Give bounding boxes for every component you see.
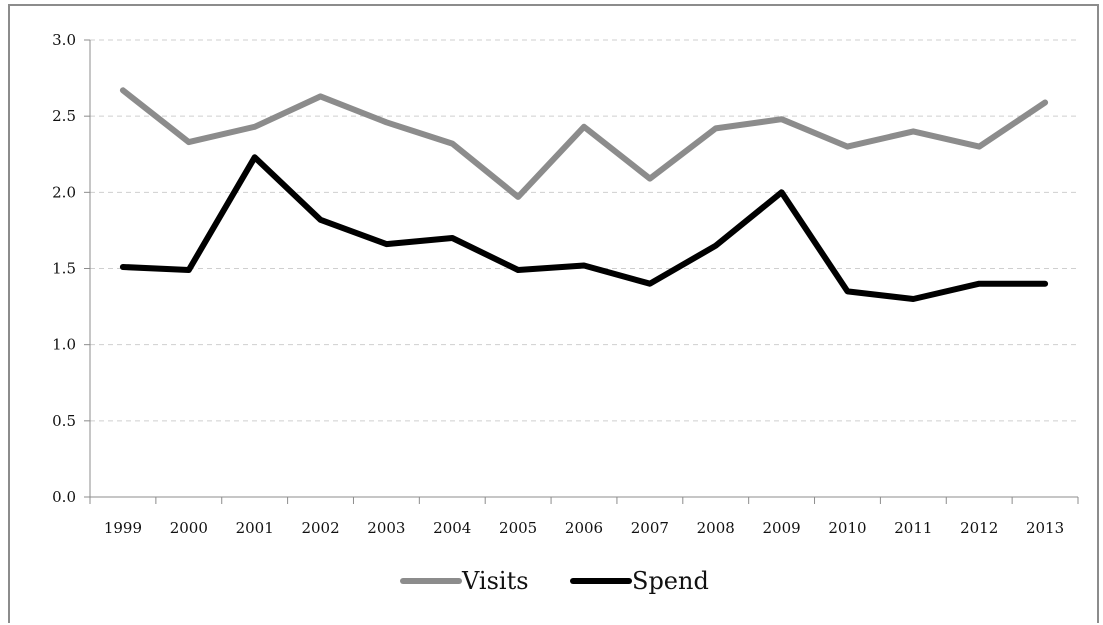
x-tick-label: 2005 bbox=[499, 519, 537, 537]
data-point-visits bbox=[252, 124, 258, 130]
data-point-visits bbox=[449, 141, 455, 147]
data-point-visits bbox=[383, 119, 389, 125]
data-point-visits bbox=[1042, 99, 1048, 105]
data-point-visits bbox=[779, 116, 785, 122]
x-tick-label: 2011 bbox=[894, 519, 932, 537]
chart-frame: 0.0 0.5 1.0 1.5 2.0 2.5 3.0 1999 2000 2001 2002 200… bbox=[8, 4, 1099, 623]
x-tick-label: 2003 bbox=[367, 519, 405, 537]
x-tick-label: 2002 bbox=[301, 519, 339, 537]
x-tick-label: 2001 bbox=[236, 519, 274, 537]
series-line-visits bbox=[119, 87, 1049, 200]
x-tick-label: 2010 bbox=[828, 519, 866, 537]
x-tick-label: 2007 bbox=[631, 519, 669, 537]
series-line-spend bbox=[119, 154, 1049, 302]
data-point-visits bbox=[713, 125, 719, 131]
data-point-visits bbox=[515, 194, 521, 200]
data-point-spend bbox=[581, 262, 587, 268]
data-point-spend bbox=[844, 288, 850, 294]
x-tick-label: 2006 bbox=[565, 519, 603, 537]
data-point-spend bbox=[318, 217, 324, 223]
x-tick-label: 2009 bbox=[763, 519, 801, 537]
data-point-spend bbox=[252, 154, 258, 160]
data-point-visits bbox=[844, 144, 850, 150]
y-tick-label: 1.0 bbox=[52, 336, 76, 354]
data-point-visits bbox=[976, 144, 982, 150]
data-point-spend bbox=[779, 189, 785, 195]
data-point-visits bbox=[647, 176, 653, 182]
x-tick-label: 2012 bbox=[960, 519, 998, 537]
data-point-spend bbox=[976, 281, 982, 287]
data-point-spend bbox=[186, 267, 192, 273]
data-point-spend bbox=[713, 243, 719, 249]
data-point-visits bbox=[186, 139, 192, 145]
x-tick-label: 2000 bbox=[170, 519, 208, 537]
y-tick-label: 3.0 bbox=[52, 31, 76, 49]
data-point-spend bbox=[383, 241, 389, 247]
y-tick-label: 2.5 bbox=[52, 107, 76, 125]
legend-label-visits: Visits bbox=[461, 567, 529, 595]
x-tick-label: 2008 bbox=[697, 519, 735, 537]
line-chart: 0.0 0.5 1.0 1.5 2.0 2.5 3.0 1999 2000 2001 2002 200… bbox=[52, 31, 1079, 595]
data-point-spend bbox=[515, 267, 521, 273]
y-tick-label: 0.0 bbox=[52, 488, 76, 506]
data-point-visits bbox=[581, 124, 587, 130]
data-point-visits bbox=[120, 87, 126, 93]
y-tick-label: 0.5 bbox=[52, 412, 76, 430]
x-tick-label: 1999 bbox=[104, 519, 142, 537]
data-point-spend bbox=[120, 264, 126, 270]
y-tick-label: 2.0 bbox=[52, 183, 76, 201]
data-point-spend bbox=[1042, 281, 1048, 287]
data-point-spend bbox=[647, 281, 653, 287]
data-point-visits bbox=[910, 128, 916, 134]
data-point-spend bbox=[910, 296, 916, 302]
y-tick-label: 1.5 bbox=[52, 260, 76, 278]
x-tick-label: 2013 bbox=[1026, 519, 1064, 537]
x-tick-label: 2004 bbox=[433, 519, 471, 537]
data-point-visits bbox=[318, 93, 324, 99]
legend-label-spend: Spend bbox=[632, 567, 709, 595]
data-point-spend bbox=[449, 235, 455, 241]
